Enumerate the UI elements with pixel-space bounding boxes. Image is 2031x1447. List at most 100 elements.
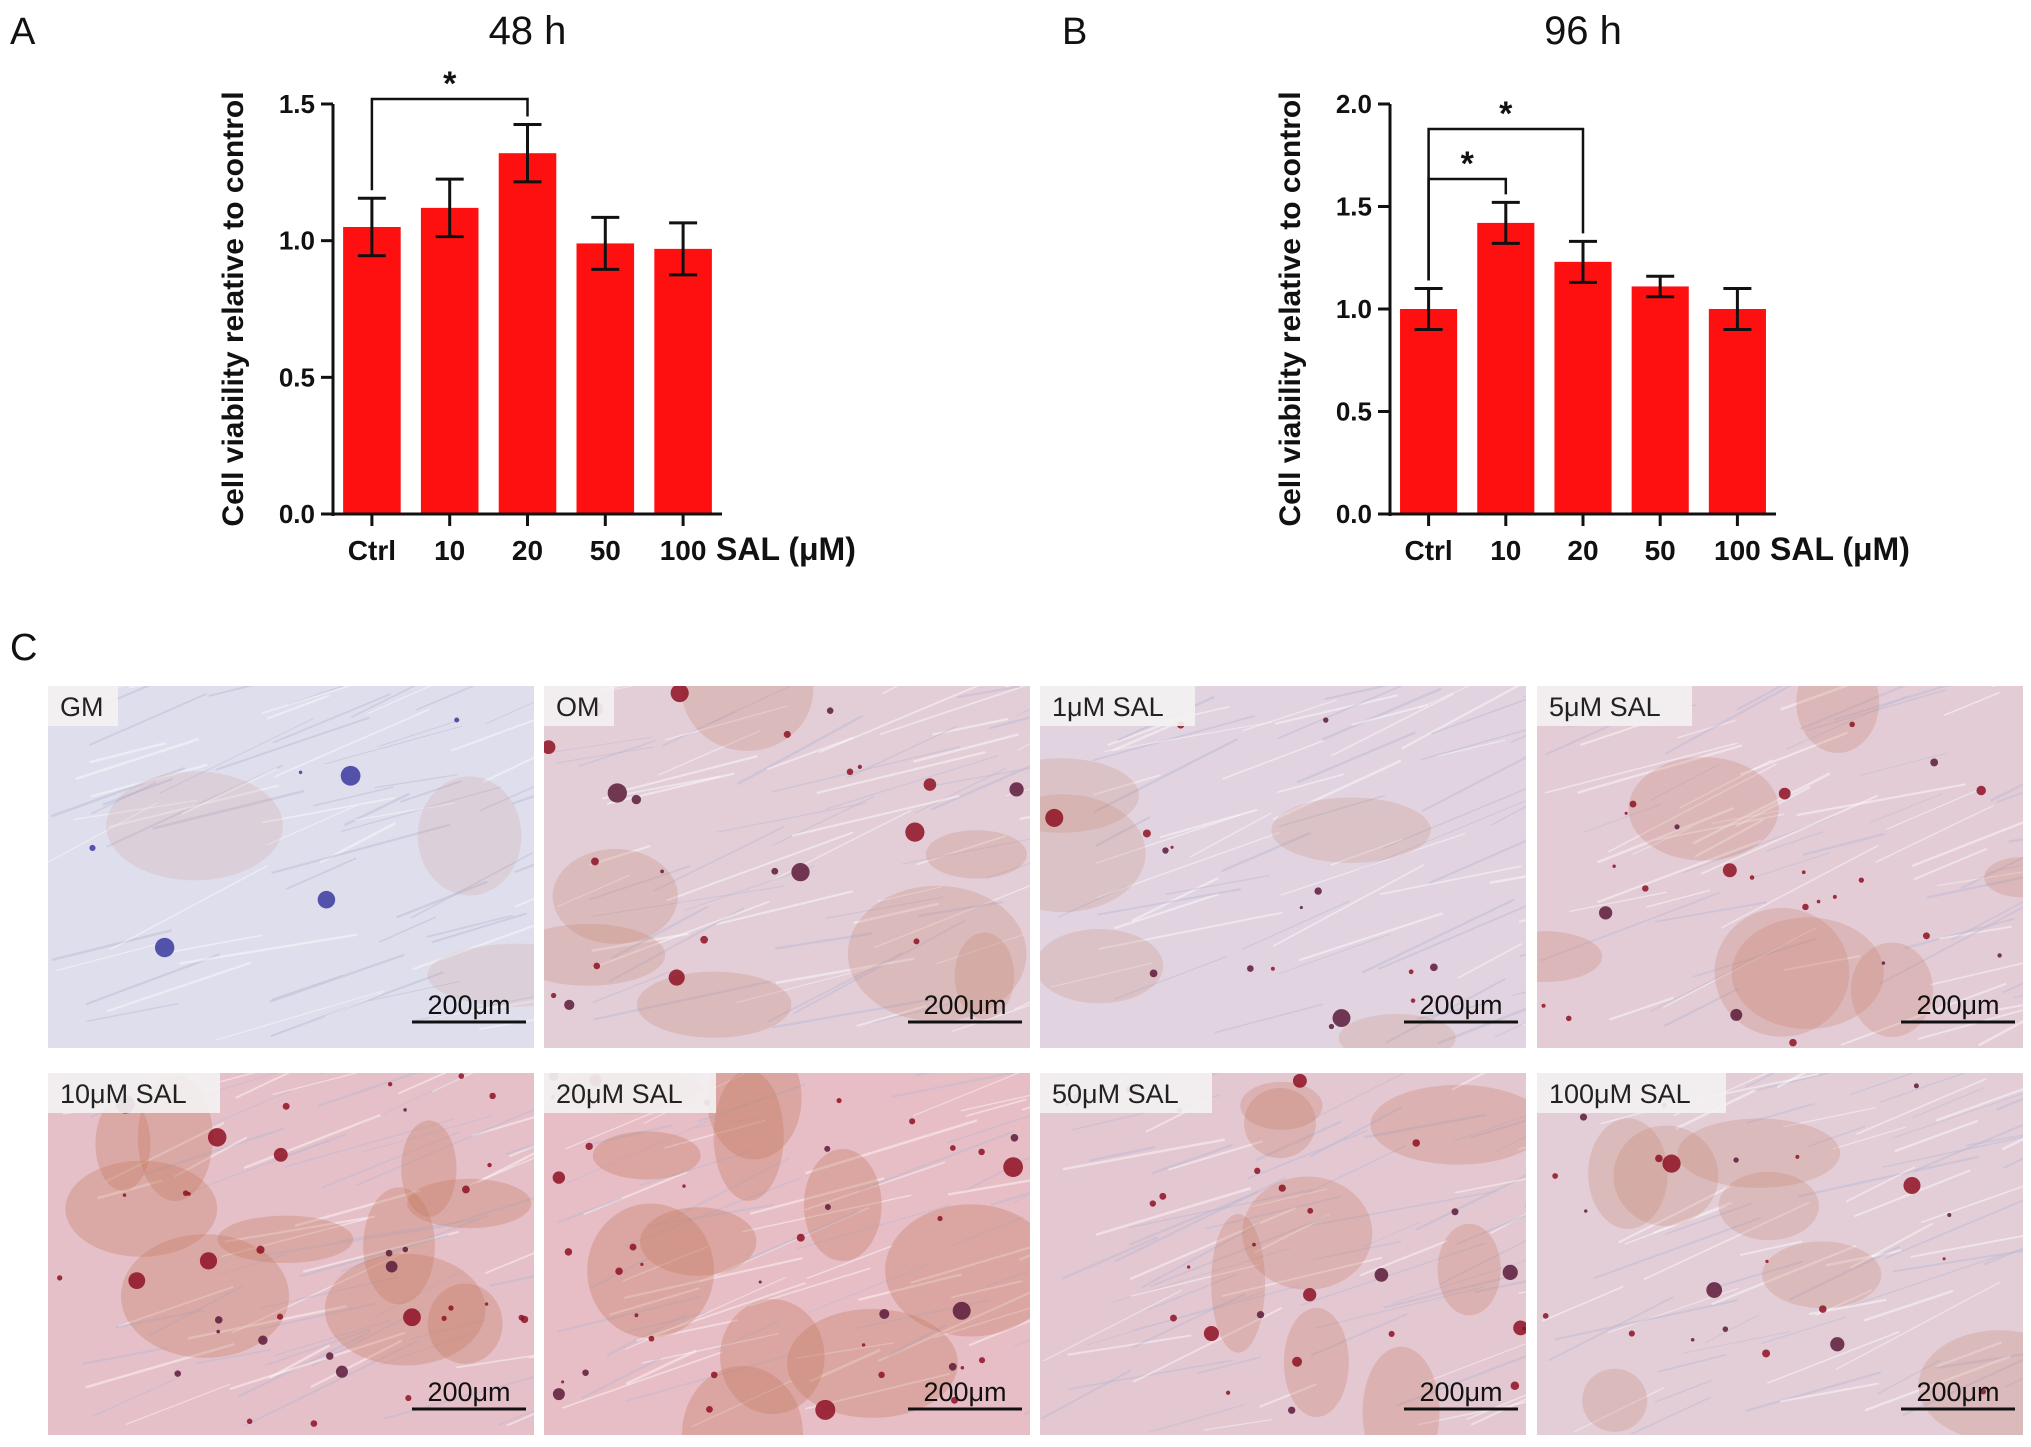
micrograph-label: 10μM SAL (60, 1079, 187, 1109)
micrograph-background (48, 1073, 534, 1435)
micrograph-label: GM (60, 692, 104, 722)
micrograph-10-m-sal: 10μM SAL 200μm (48, 1073, 534, 1435)
micrograph-texture (544, 686, 1030, 1038)
micrograph-5-m-sal: 5μM SAL 200μm (1537, 686, 2023, 1048)
micrograph-label: 100μM SAL (1549, 1079, 1691, 1109)
scale-bar-label: 200μm (923, 990, 1006, 1020)
micrograph-label-box (48, 1073, 220, 1113)
bar-ctrl (343, 227, 401, 514)
micrograph-gm: GM 200μm (48, 686, 534, 1048)
category-label-10: 10 (434, 535, 465, 566)
y-axis-label: Cell viability relative to control (217, 91, 250, 526)
bar-100 (654, 248, 712, 514)
micrograph-label-box (1040, 686, 1195, 726)
scale-bar-label: 200μm (427, 990, 510, 1020)
error-bar-10 (435, 177, 464, 239)
chart-96h: 96 h Cell viability relative to control 0.… (1274, 9, 1910, 567)
micrograph-label-box (48, 686, 118, 726)
category-label-20: 20 (1567, 535, 1598, 566)
micrograph-label-box (1040, 1073, 1212, 1113)
micrograph-label: OM (556, 692, 600, 722)
panel-letter-a: A (10, 11, 36, 53)
micrograph-label-box (544, 686, 614, 726)
bar-10 (1477, 222, 1535, 514)
chart-48h: 48 h Cell viability relative to control 0.… (217, 9, 856, 567)
significance-bracket (1427, 177, 1508, 281)
scale-bar-label: 200μm (1916, 990, 1999, 1020)
panel-letter-b: B (1062, 11, 1087, 53)
significance-bracket (370, 97, 529, 191)
micrograph-background (1537, 1073, 2023, 1435)
significance-label: * (1499, 95, 1513, 133)
category-label-50: 50 (590, 535, 621, 566)
y-tick-label: 1.0 (1336, 294, 1372, 324)
y-tick-label: 1.5 (1336, 192, 1372, 222)
error-bar-ctrl (1414, 287, 1443, 331)
error-bar-ctrl (357, 196, 386, 258)
micrograph-label: 20μM SAL (556, 1079, 683, 1109)
scale-bar-label: 200μm (923, 1377, 1006, 1407)
significance-label: * (443, 65, 457, 103)
micrograph-background (544, 686, 1030, 1048)
micrograph-100-m-sal: 100μM SAL 200μm (1537, 1073, 2023, 1435)
micrograph-om: OM 200μm (544, 686, 1030, 1048)
category-label-ctrl: Ctrl (1404, 535, 1452, 566)
significance-label: * (1461, 145, 1475, 183)
category-label-10: 10 (1490, 535, 1521, 566)
bar-10 (420, 207, 479, 514)
x-axis-label: SAL (μM) (1770, 531, 1910, 567)
y-tick-label: 1.0 (279, 226, 315, 256)
bar-50 (576, 243, 635, 514)
micrograph-texture (48, 686, 534, 1041)
micrograph-texture (1537, 686, 2023, 1047)
scale-bar-label: 200μm (1916, 1377, 1999, 1407)
micrograph-label: 5μM SAL (1549, 692, 1661, 722)
scale-bar-label: 200μm (427, 1377, 510, 1407)
micrograph-1-m-sal: 1μM SAL 200μm (1040, 686, 1526, 1048)
bar-20 (1554, 261, 1612, 514)
micrograph-background (48, 686, 534, 1048)
y-tick-label: 0.5 (279, 362, 315, 392)
micrograph-background (1040, 686, 1526, 1048)
micrograph-label-box (1537, 1073, 1726, 1113)
x-axis-label: SAL (μM) (716, 531, 856, 567)
y-tick-label: 0.0 (1336, 499, 1372, 529)
error-bar-20 (1569, 239, 1597, 284)
panel-letter-c: C (10, 627, 37, 669)
category-label-100: 100 (660, 535, 707, 566)
micrograph-background (1537, 686, 2023, 1048)
error-bar-50 (591, 215, 620, 271)
category-label-20: 20 (512, 535, 543, 566)
chart-title: 48 h (489, 9, 567, 53)
error-bar-100 (1723, 287, 1752, 331)
micrograph-label-box (544, 1073, 716, 1113)
category-label-ctrl: Ctrl (348, 535, 396, 566)
category-label-50: 50 (1645, 535, 1676, 566)
y-tick-label: 2.0 (1336, 89, 1372, 119)
micrograph-label: 1μM SAL (1052, 692, 1164, 722)
micrograph-label-box (1537, 686, 1692, 726)
scale-bar-label: 200μm (1419, 1377, 1502, 1407)
micrograph-label: 50μM SAL (1052, 1079, 1179, 1109)
y-axis-label: Cell viability relative to control (1274, 91, 1307, 526)
micrograph-background (544, 1073, 1030, 1435)
micrograph-texture (1041, 1073, 1526, 1435)
error-bar-50 (1646, 274, 1675, 299)
error-bar-20 (513, 123, 542, 184)
y-tick-label: 0.0 (279, 499, 315, 529)
micrograph-50-m-sal: 50μM SAL 200μm (1040, 1073, 1526, 1435)
error-bar-10 (1491, 200, 1520, 245)
micrograph-background (1040, 1073, 1526, 1435)
scale-bar-label: 200μm (1419, 990, 1502, 1020)
bar-ctrl (1400, 309, 1458, 514)
micrograph-20-m-sal: 20μM SAL 200μm (544, 1073, 1030, 1435)
bar-50 (1631, 286, 1689, 514)
bar-20 (498, 153, 557, 514)
y-tick-label: 0.5 (1336, 397, 1372, 427)
micrograph-texture (1541, 1073, 2023, 1435)
error-bar-100 (669, 221, 698, 277)
bar-100 (1708, 309, 1766, 514)
y-tick-label: 1.5 (279, 89, 315, 119)
